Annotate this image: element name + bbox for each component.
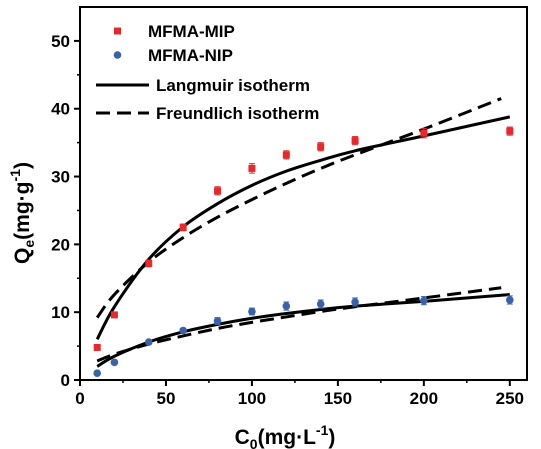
y-tick-label: 0 bbox=[61, 371, 70, 390]
y-tick-label: 40 bbox=[51, 100, 70, 119]
mfma-nip-point bbox=[282, 302, 291, 310]
ticks: 0 50 100 150 200 250 0 10 20 30 40 50 bbox=[51, 32, 524, 408]
axes bbox=[79, 6, 528, 381]
mfma-nip-point bbox=[351, 298, 359, 306]
legend-label: MFMA-NIP bbox=[148, 46, 233, 65]
plot-frame bbox=[79, 6, 528, 381]
mfma-mip-point bbox=[506, 127, 514, 135]
mfma-nip-point bbox=[316, 300, 325, 308]
x-axis-title: C0(mg·L-1) bbox=[235, 422, 336, 449]
mfma-nip-point bbox=[93, 369, 101, 378]
mfma-mip-point bbox=[145, 259, 153, 267]
legend-marker-mfma-mip bbox=[114, 27, 121, 35]
x-tick-label: 150 bbox=[324, 389, 352, 408]
legend-label: Freundlich isotherm bbox=[156, 104, 319, 123]
y-tick-label: 10 bbox=[51, 303, 70, 322]
x-tick-label: 250 bbox=[496, 389, 524, 408]
y-tick-label: 30 bbox=[51, 168, 70, 187]
mfma-mip-point bbox=[214, 187, 222, 195]
legend: MFMA-MIP MFMA-NIP Langmuir isotherm Freundl… bbox=[96, 22, 319, 123]
x-tick-label: 50 bbox=[157, 389, 176, 408]
mfma-mip-point bbox=[351, 137, 359, 145]
langmuir-nip-curve bbox=[96, 293, 510, 368]
mfma-nip-point bbox=[179, 326, 187, 335]
mfma-nip-point bbox=[506, 296, 514, 304]
legend-label: MFMA-MIP bbox=[148, 22, 235, 41]
mfma-nip-point bbox=[420, 296, 428, 305]
legend-label: Langmuir isotherm bbox=[156, 76, 310, 95]
mfma-nip-point bbox=[144, 338, 153, 346]
legend-marker-mfma-nip bbox=[113, 51, 122, 59]
langmuir-mip-curve bbox=[95, 115, 511, 341]
y-tick-label: 50 bbox=[51, 32, 70, 51]
mfma-mip-point bbox=[179, 223, 187, 231]
mfma-nip-point bbox=[248, 307, 256, 316]
mfma-mip-point bbox=[93, 343, 101, 351]
mfma-mip-point bbox=[420, 129, 428, 137]
y-axis-title: Qe(mg·g-1) bbox=[7, 162, 37, 264]
mfma-nip-point bbox=[213, 317, 222, 325]
x-tick-label: 100 bbox=[238, 389, 266, 408]
y-tick-label: 20 bbox=[51, 235, 70, 254]
freundlich-nip-curve bbox=[96, 286, 502, 363]
mfma-nip-point bbox=[110, 358, 119, 367]
mfma-mip-point bbox=[317, 143, 325, 151]
mfma-mip-point bbox=[248, 164, 256, 172]
freundlich-mip-curve bbox=[95, 97, 502, 319]
mfma-mip-point bbox=[110, 311, 118, 319]
x-tick-label: 200 bbox=[410, 389, 438, 408]
x-tick-label: 0 bbox=[75, 389, 84, 408]
mfma-mip-point bbox=[282, 151, 290, 159]
plot-area bbox=[93, 97, 514, 378]
